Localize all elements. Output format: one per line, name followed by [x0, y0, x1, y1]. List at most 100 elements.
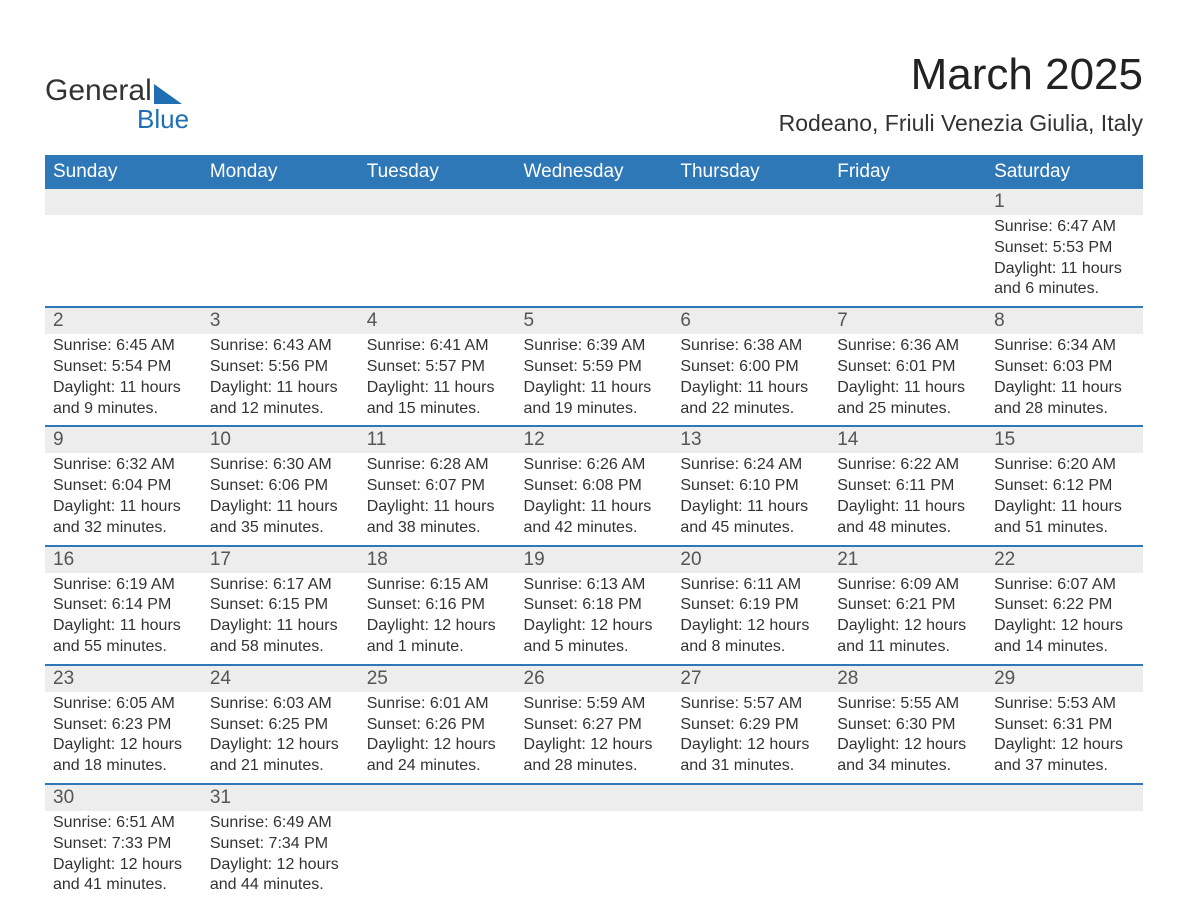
day-number-row: 16171819202122 [45, 546, 1143, 573]
day-content-cell: Sunrise: 6:32 AMSunset: 6:04 PMDaylight:… [45, 453, 202, 545]
day-content-cell [672, 811, 829, 902]
daylight-text: Daylight: 11 hours and 9 minutes. [53, 378, 194, 420]
day-content-cell: Sunrise: 6:51 AMSunset: 7:33 PMDaylight:… [45, 811, 202, 902]
day-content-row: Sunrise: 6:47 AMSunset: 5:53 PMDaylight:… [45, 215, 1143, 307]
sunrise-text: Sunrise: 6:39 AM [524, 336, 665, 357]
sunset-text: Sunset: 6:15 PM [210, 595, 351, 616]
day-content-cell: Sunrise: 6:36 AMSunset: 6:01 PMDaylight:… [829, 334, 986, 426]
day-content-row: Sunrise: 6:45 AMSunset: 5:54 PMDaylight:… [45, 334, 1143, 426]
sunrise-text: Sunrise: 6:47 AM [994, 217, 1135, 238]
day-content-cell [829, 215, 986, 307]
daylight-text: Daylight: 12 hours and 21 minutes. [210, 735, 351, 777]
sunset-text: Sunset: 6:18 PM [524, 595, 665, 616]
day-content-cell: Sunrise: 6:47 AMSunset: 5:53 PMDaylight:… [986, 215, 1143, 307]
sunset-text: Sunset: 6:08 PM [524, 476, 665, 497]
daylight-text: Daylight: 11 hours and 28 minutes. [994, 378, 1135, 420]
sunrise-text: Sunrise: 6:11 AM [680, 575, 821, 596]
sunset-text: Sunset: 5:53 PM [994, 238, 1135, 259]
daylight-text: Daylight: 12 hours and 1 minute. [367, 616, 508, 658]
day-content-cell: Sunrise: 6:38 AMSunset: 6:00 PMDaylight:… [672, 334, 829, 426]
logo-text-general: General [45, 74, 152, 108]
daylight-text: Daylight: 12 hours and 44 minutes. [210, 855, 351, 897]
location-subtitle: Rodeano, Friuli Venezia Giulia, Italy [779, 110, 1143, 137]
day-content-cell: Sunrise: 6:30 AMSunset: 6:06 PMDaylight:… [202, 453, 359, 545]
sunrise-text: Sunrise: 6:22 AM [837, 455, 978, 476]
weekday-header: Sunday [45, 155, 202, 189]
day-content-cell: Sunrise: 5:55 AMSunset: 6:30 PMDaylight:… [829, 692, 986, 784]
day-content-cell: Sunrise: 6:41 AMSunset: 5:57 PMDaylight:… [359, 334, 516, 426]
day-number-cell: 10 [202, 426, 359, 453]
day-number-cell: 27 [672, 665, 829, 692]
sunrise-text: Sunrise: 6:26 AM [524, 455, 665, 476]
day-number-cell: 23 [45, 665, 202, 692]
sunset-text: Sunset: 6:03 PM [994, 357, 1135, 378]
sunset-text: Sunset: 6:25 PM [210, 715, 351, 736]
day-number-row: 23242526272829 [45, 665, 1143, 692]
daylight-text: Daylight: 12 hours and 11 minutes. [837, 616, 978, 658]
daylight-text: Daylight: 12 hours and 28 minutes. [524, 735, 665, 777]
day-number-cell: 20 [672, 546, 829, 573]
day-number-cell: 15 [986, 426, 1143, 453]
day-content-cell [45, 215, 202, 307]
day-number-cell: 21 [829, 546, 986, 573]
sunrise-text: Sunrise: 5:55 AM [837, 694, 978, 715]
sunrise-text: Sunrise: 6:32 AM [53, 455, 194, 476]
logo-text-blue: Blue [137, 104, 189, 135]
day-content-cell: Sunrise: 5:57 AMSunset: 6:29 PMDaylight:… [672, 692, 829, 784]
sunrise-text: Sunrise: 5:53 AM [994, 694, 1135, 715]
daylight-text: Daylight: 11 hours and 15 minutes. [367, 378, 508, 420]
weekday-header: Wednesday [516, 155, 673, 189]
sunset-text: Sunset: 6:07 PM [367, 476, 508, 497]
day-content-cell [986, 811, 1143, 902]
day-number-cell: 4 [359, 307, 516, 334]
day-content-cell: Sunrise: 6:43 AMSunset: 5:56 PMDaylight:… [202, 334, 359, 426]
sunset-text: Sunset: 6:31 PM [994, 715, 1135, 736]
day-number-cell: 19 [516, 546, 673, 573]
day-content-cell: Sunrise: 6:28 AMSunset: 6:07 PMDaylight:… [359, 453, 516, 545]
daylight-text: Daylight: 12 hours and 31 minutes. [680, 735, 821, 777]
day-content-cell: Sunrise: 6:26 AMSunset: 6:08 PMDaylight:… [516, 453, 673, 545]
day-number-cell: 8 [986, 307, 1143, 334]
day-number-row: 9101112131415 [45, 426, 1143, 453]
day-number-cell [45, 189, 202, 215]
day-content-cell [672, 215, 829, 307]
day-content-cell [829, 811, 986, 902]
day-content-cell [359, 811, 516, 902]
sunset-text: Sunset: 6:21 PM [837, 595, 978, 616]
sunrise-text: Sunrise: 6:45 AM [53, 336, 194, 357]
sunset-text: Sunset: 6:22 PM [994, 595, 1135, 616]
day-number-cell: 16 [45, 546, 202, 573]
day-content-cell: Sunrise: 6:03 AMSunset: 6:25 PMDaylight:… [202, 692, 359, 784]
sunrise-text: Sunrise: 6:41 AM [367, 336, 508, 357]
daylight-text: Daylight: 11 hours and 22 minutes. [680, 378, 821, 420]
daylight-text: Daylight: 11 hours and 48 minutes. [837, 497, 978, 539]
day-number-cell: 29 [986, 665, 1143, 692]
daylight-text: Daylight: 11 hours and 38 minutes. [367, 497, 508, 539]
sunrise-text: Sunrise: 6:28 AM [367, 455, 508, 476]
day-number-cell [829, 189, 986, 215]
day-number-row: 2345678 [45, 307, 1143, 334]
weekday-header: Monday [202, 155, 359, 189]
sunrise-text: Sunrise: 6:01 AM [367, 694, 508, 715]
daylight-text: Daylight: 11 hours and 6 minutes. [994, 259, 1135, 301]
day-number-cell [829, 784, 986, 811]
sunset-text: Sunset: 6:23 PM [53, 715, 194, 736]
day-number-cell [986, 784, 1143, 811]
weekday-header-row: Sunday Monday Tuesday Wednesday Thursday… [45, 155, 1143, 189]
sunrise-text: Sunrise: 6:09 AM [837, 575, 978, 596]
weekday-header: Saturday [986, 155, 1143, 189]
day-content-cell [202, 215, 359, 307]
daylight-text: Daylight: 11 hours and 19 minutes. [524, 378, 665, 420]
daylight-text: Daylight: 11 hours and 42 minutes. [524, 497, 665, 539]
sunrise-text: Sunrise: 5:59 AM [524, 694, 665, 715]
day-number-cell: 26 [516, 665, 673, 692]
day-number-cell: 31 [202, 784, 359, 811]
day-number-cell: 11 [359, 426, 516, 453]
day-content-cell: Sunrise: 6:13 AMSunset: 6:18 PMDaylight:… [516, 573, 673, 665]
month-title: March 2025 [779, 50, 1143, 100]
day-number-cell: 2 [45, 307, 202, 334]
day-content-cell: Sunrise: 6:17 AMSunset: 6:15 PMDaylight:… [202, 573, 359, 665]
daylight-text: Daylight: 12 hours and 5 minutes. [524, 616, 665, 658]
sunset-text: Sunset: 5:54 PM [53, 357, 194, 378]
day-number-cell: 12 [516, 426, 673, 453]
